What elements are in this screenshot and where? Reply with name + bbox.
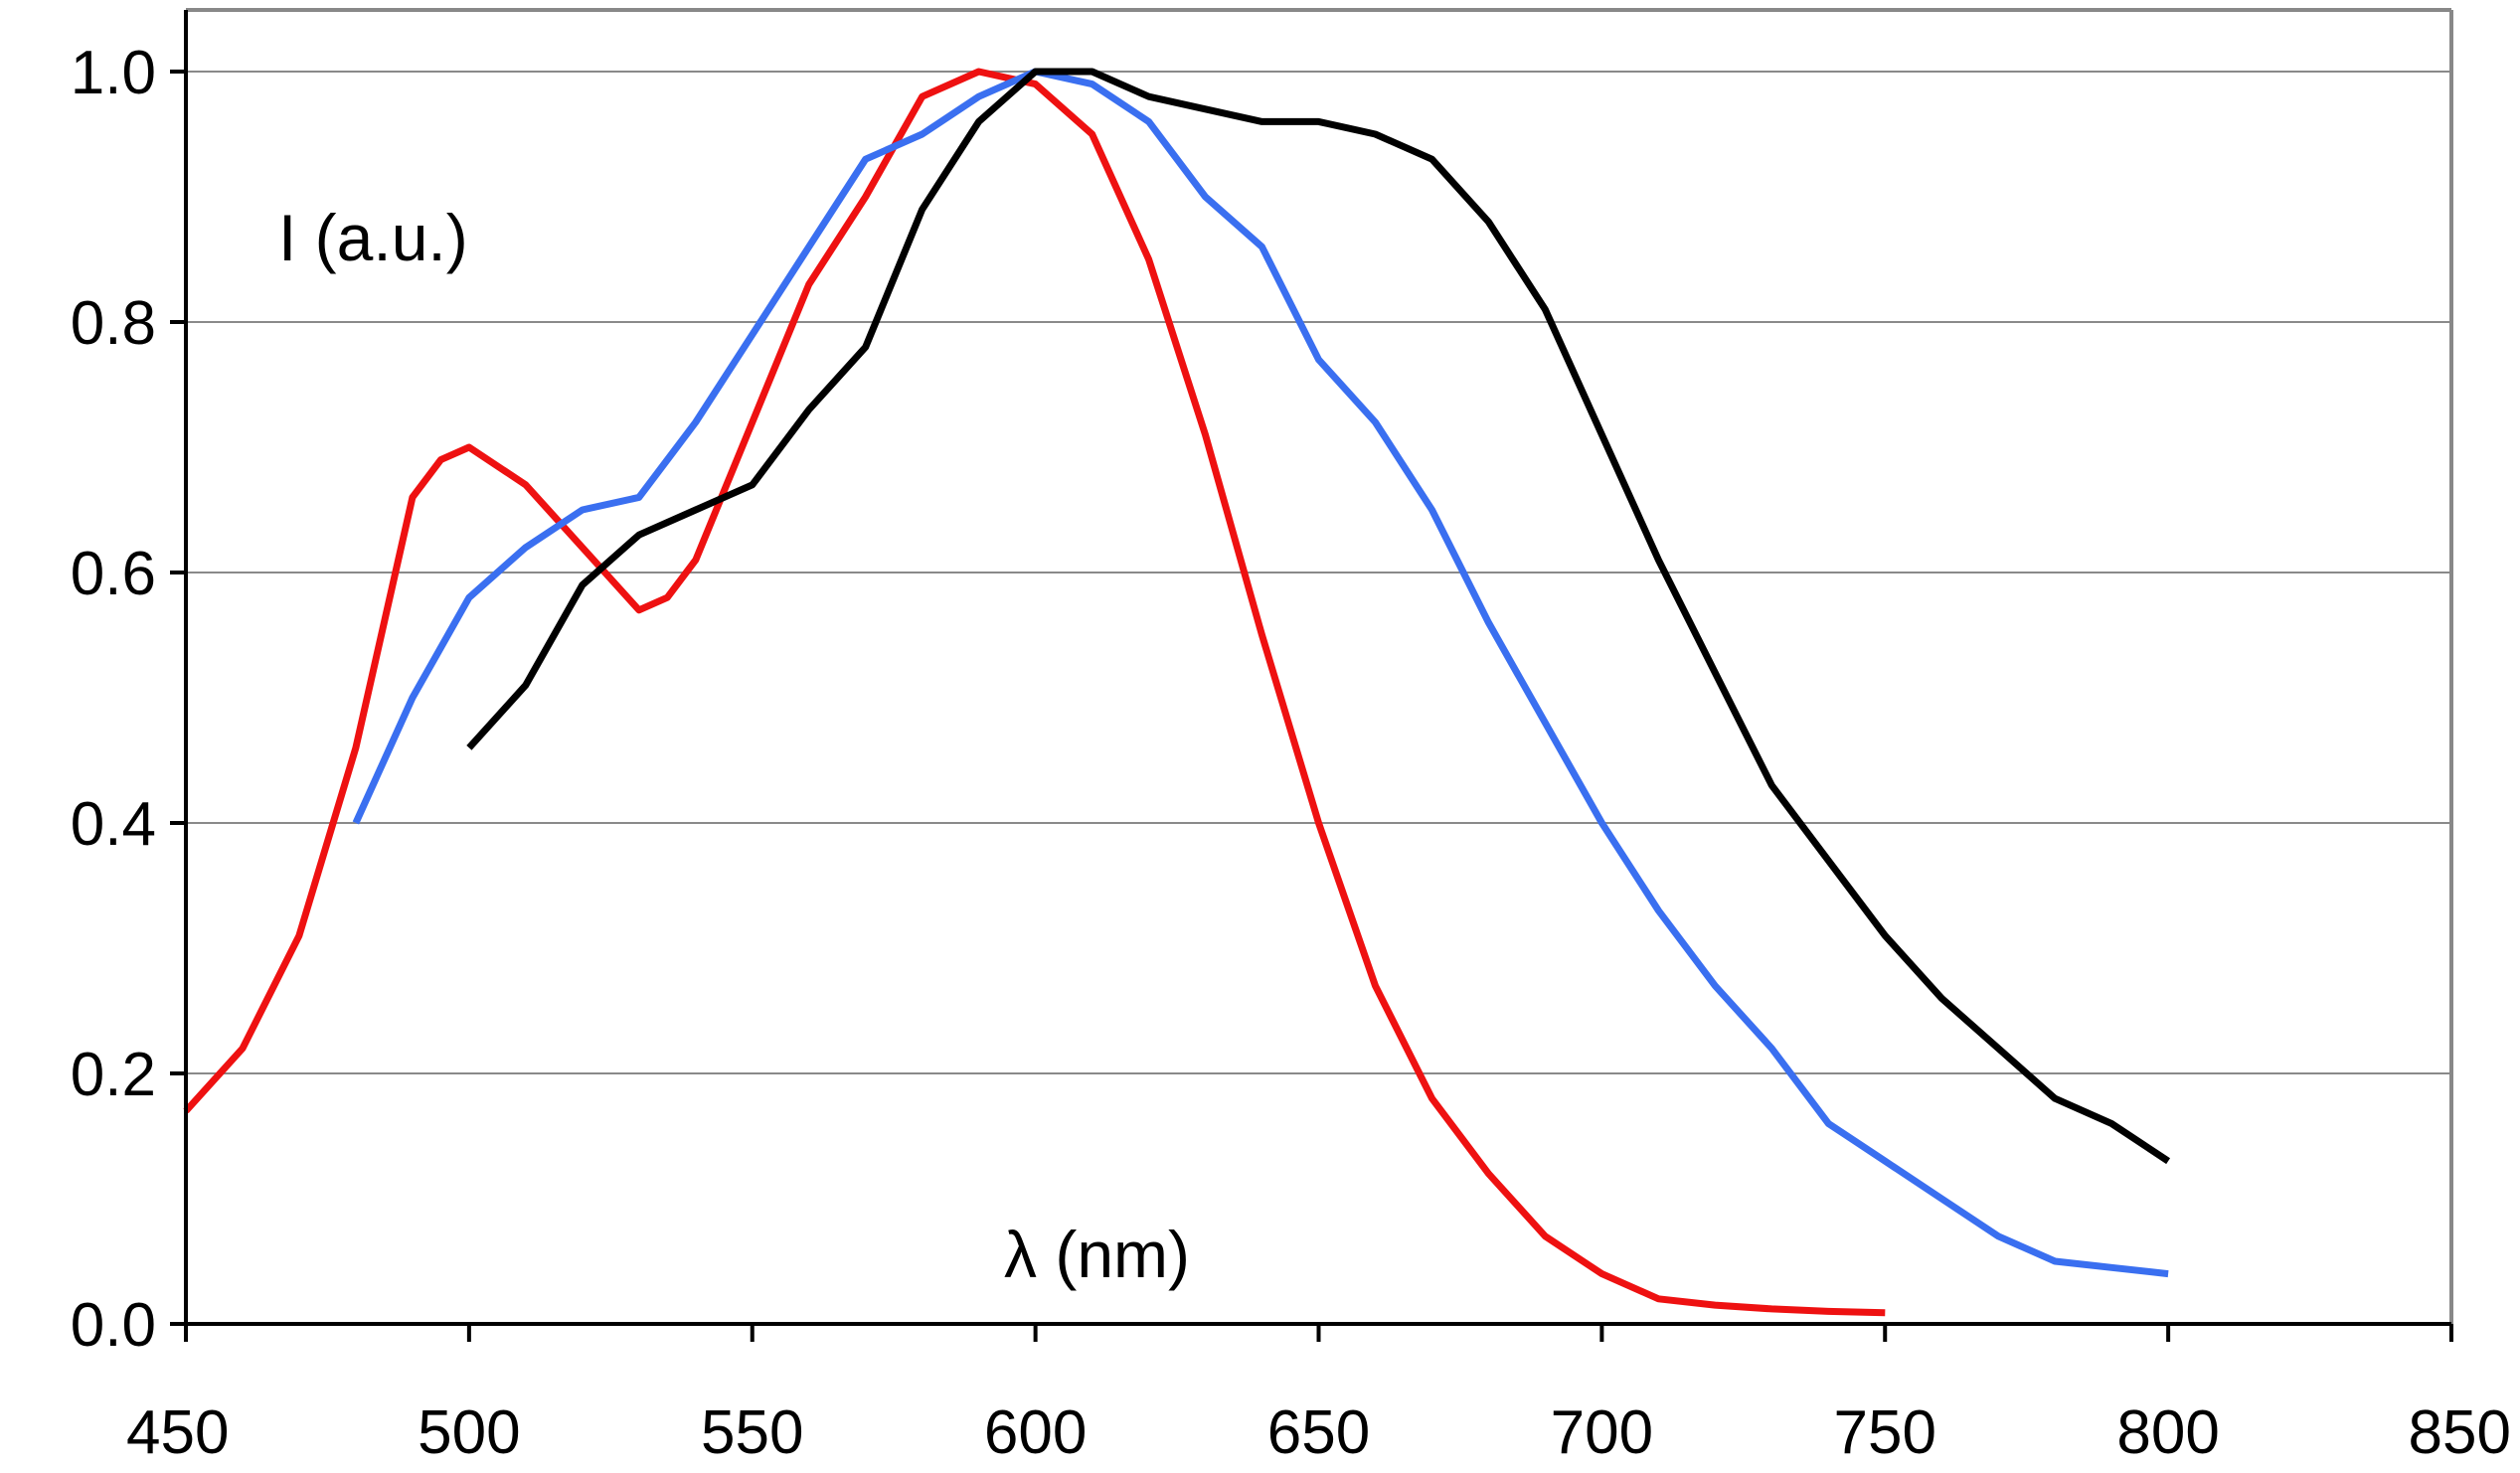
red-curve xyxy=(183,68,1886,1317)
y-axis-ticks: 0.0 0.2 0.4 0.6 0.8 1.0 xyxy=(71,39,186,1360)
y-tick-label: 1.0 xyxy=(71,39,156,107)
y-tick-label: 0.6 xyxy=(71,540,156,608)
y-tick-label: 0.4 xyxy=(71,790,156,859)
y-tick-label: 0.0 xyxy=(71,1291,156,1360)
x-tick-label: 500 xyxy=(418,1398,520,1467)
x-tick-label: 600 xyxy=(984,1398,1087,1467)
y-tick-label: 0.8 xyxy=(71,289,156,358)
x-tick-label: 850 xyxy=(2409,1398,2511,1467)
x-tick-label: 550 xyxy=(701,1398,803,1467)
y-tick-label: 0.2 xyxy=(71,1041,156,1109)
series-lines xyxy=(183,68,2171,1317)
black-curve xyxy=(466,68,2171,1165)
x-tick-label: 700 xyxy=(1551,1398,1653,1467)
x-tick-label: 450 xyxy=(126,1398,229,1467)
x-axis-ticks: 450 500 550 600 650 700 750 800 850 xyxy=(126,1324,2511,1467)
x-tick-label: 650 xyxy=(1267,1398,1370,1467)
x-tick-label: 750 xyxy=(1834,1398,1936,1467)
y-axis-title: I (a.u.) xyxy=(278,201,468,274)
x-tick-label: 800 xyxy=(2116,1398,2219,1467)
blue-curve xyxy=(352,68,2169,1278)
x-axis-title: λ (nm) xyxy=(1004,1218,1190,1291)
